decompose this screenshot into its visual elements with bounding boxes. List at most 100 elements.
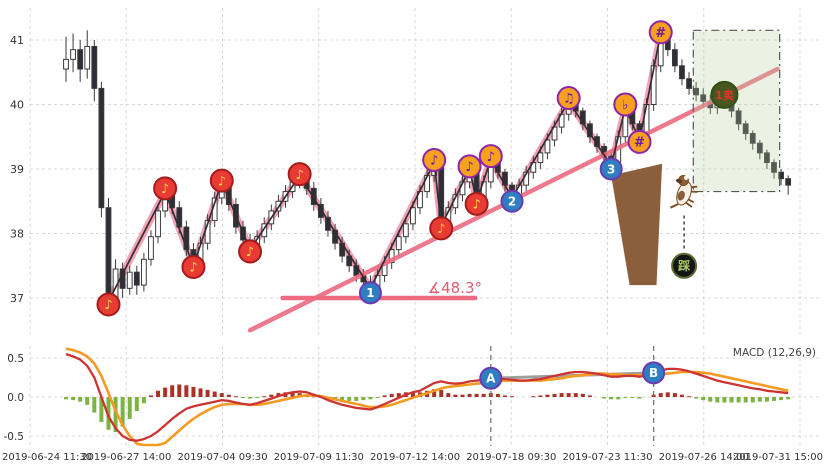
x-tick-label: 2019-07-04 09:30	[177, 452, 267, 463]
macd-histogram-bar	[566, 393, 571, 397]
macd-histogram-bar	[432, 389, 437, 397]
macd-point-marker-glyph: A	[486, 372, 496, 386]
macd-histogram-bar	[410, 391, 415, 397]
sell-signal-marker[interactable]	[710, 80, 739, 109]
macd-histogram-bar	[141, 397, 146, 404]
candle-body	[310, 187, 317, 205]
note-marker-red[interactable]	[238, 239, 263, 264]
note-marker-red[interactable]	[96, 292, 121, 317]
macd-histogram-bar	[233, 396, 238, 398]
note-marker-red-glyph: ♪	[218, 174, 226, 189]
zigzag-line	[107, 33, 662, 302]
note-marker-orange[interactable]	[422, 147, 447, 172]
macd-histogram-bar	[127, 397, 132, 419]
macd-histogram-bar	[609, 397, 614, 400]
macd-histogram-bar	[623, 397, 628, 398]
candle-body	[679, 65, 685, 80]
macd-histogram-bar	[502, 395, 507, 397]
macd-histogram-bar	[750, 397, 755, 403]
static-labels: MACD (12,26,9) ∡48.3°	[428, 279, 816, 359]
macd-histogram-bar	[382, 395, 387, 397]
x-tick-label: 2019-07-12 14:00	[370, 452, 460, 463]
note-marker-red[interactable]	[153, 176, 178, 201]
macd-point-marker-glyph: B	[649, 366, 658, 380]
step-marker[interactable]	[671, 252, 698, 279]
macd-histogram-bar	[92, 397, 97, 413]
wave-number-marker[interactable]	[500, 189, 524, 213]
note-marker-orange[interactable]	[478, 144, 503, 169]
note-marker-orange[interactable]	[613, 92, 638, 117]
macd-histogram-bar	[375, 397, 380, 398]
note-marker-red[interactable]	[429, 216, 454, 241]
macd-histogram-bar	[772, 397, 776, 401]
candle-body	[742, 123, 749, 135]
candle-body	[70, 49, 76, 60]
macd-tick-label: 0.5	[7, 353, 24, 365]
macd-histogram-bar	[786, 397, 791, 400]
angle-annotation-label: ∡48.3°	[428, 279, 482, 297]
macd-histogram-bar	[85, 397, 90, 405]
price-tick-label: 40	[10, 99, 24, 112]
macd-histogram-bar	[538, 395, 543, 397]
forecast-region-box	[692, 29, 781, 193]
macd-histogram-bar	[658, 393, 663, 397]
x-tick-label: 2019-06-24 11:30	[2, 452, 92, 463]
note-marker-orange[interactable]	[556, 86, 581, 111]
macd-histogram-bar	[587, 395, 592, 397]
macd-point-marker[interactable]	[642, 361, 666, 385]
note-marker-red-glyph: ♪	[472, 198, 480, 213]
macd-histogram-bar	[354, 397, 359, 401]
macd-histogram-bar	[113, 397, 118, 433]
candle-body	[785, 178, 792, 186]
macd-histogram-bar	[396, 393, 401, 397]
wave-number-marker[interactable]	[358, 281, 382, 305]
macd-histogram-bar	[481, 393, 486, 397]
note-marker-red-glyph: ♪	[104, 298, 112, 313]
macd-histogram-bar	[262, 396, 267, 398]
note-marker-orange[interactable]	[648, 20, 673, 45]
x-tick-label: 2019-07-18 09:30	[466, 452, 556, 463]
candle-body	[756, 142, 763, 154]
macd-histogram-bar	[630, 397, 635, 398]
candle-body	[749, 133, 756, 144]
macd-histogram-bar	[743, 397, 748, 403]
candle-body	[544, 139, 551, 154]
macd-histogram-bar	[757, 397, 762, 402]
macd-histogram-bar	[715, 397, 720, 403]
macd-histogram-bar	[71, 397, 76, 401]
macd-histogram-bar	[134, 397, 139, 412]
macd-histogram-bar	[729, 397, 734, 403]
macd-histogram-bar	[552, 393, 557, 397]
macd-histogram-bar	[439, 389, 444, 397]
candle-body	[77, 49, 84, 70]
macd-histogram-bar	[78, 397, 83, 402]
macd-tick-label: 0.0	[7, 392, 24, 404]
note-marker-orange[interactable]	[457, 154, 482, 179]
note-marker-orange-glyph: #	[655, 26, 666, 41]
macd-point-marker[interactable]	[479, 366, 503, 390]
macd-histogram-bar	[453, 394, 458, 397]
note-marker-orange-glyph: ♭	[622, 98, 628, 113]
macd-histogram-bar	[120, 397, 125, 427]
note-marker-red[interactable]	[287, 162, 312, 187]
note-marker-red[interactable]	[209, 168, 234, 193]
macd-indicator-label: MACD (12,26,9)	[733, 347, 816, 359]
macd-histogram-bar	[446, 393, 451, 397]
wave-number-marker[interactable]	[599, 157, 623, 181]
note-marker-red[interactable]	[181, 255, 206, 280]
macd-histogram-bar	[205, 389, 210, 397]
candle-body	[700, 94, 707, 102]
candle-body	[140, 258, 147, 286]
macd-main-line	[65, 353, 789, 442]
note-marker-orange[interactable]	[627, 129, 652, 154]
macd-histogram-bar	[148, 395, 153, 397]
note-marker-red-glyph: ♪	[189, 261, 197, 276]
candle-body	[764, 152, 770, 164]
macd-histogram-bar	[510, 396, 515, 398]
price-tick-label: 41	[10, 34, 24, 47]
candle-body	[91, 45, 98, 89]
note-marker-red[interactable]	[464, 191, 489, 216]
macd-histogram-bar	[467, 393, 472, 397]
macd-histogram-bar	[340, 397, 345, 401]
